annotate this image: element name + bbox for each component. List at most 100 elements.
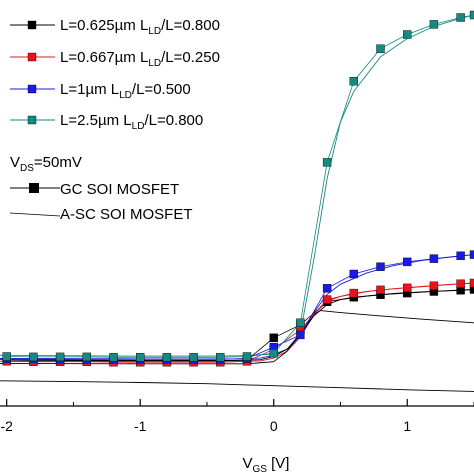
point-s4-16 bbox=[429, 20, 439, 29]
legend-label-part: /L=0.800 bbox=[144, 112, 203, 129]
point-s4-15 bbox=[403, 30, 412, 39]
legend-entry-s4: L=2.5µm LLD/L=0.800 bbox=[10, 112, 203, 132]
legend-marker-s1 bbox=[27, 20, 37, 30]
x-axis-title-sub: GS bbox=[253, 464, 268, 474]
point-s3-14 bbox=[376, 262, 385, 271]
legend-label-s2: L=0.667µm LLD/L=0.250 bbox=[60, 49, 220, 69]
point-s3-18 bbox=[469, 250, 474, 259]
series-s4 bbox=[2, 10, 474, 362]
point-s2-17 bbox=[456, 279, 465, 288]
point-s3-17 bbox=[456, 251, 465, 261]
legend-label-s1: L=0.625µm LLD/L=0.800 bbox=[60, 17, 220, 37]
series-line-s1 bbox=[6, 289, 474, 362]
legend-label-part: µ bbox=[85, 81, 94, 98]
point-s2-15 bbox=[403, 283, 412, 293]
point-s4-3 bbox=[82, 352, 92, 362]
point-s3-15 bbox=[403, 257, 412, 267]
point-s2-16 bbox=[429, 281, 439, 290]
point-s4-1 bbox=[29, 352, 38, 362]
condition-label: VDS=50mV bbox=[10, 154, 82, 174]
curve-r6 bbox=[0, 380, 474, 392]
x-axis: -2 -1 0 1 bbox=[0, 399, 474, 434]
legend-label-part: L=2.5 bbox=[60, 112, 98, 129]
point-s4-8 bbox=[216, 353, 225, 362]
legend-label-s3: L=1µm LLD/L=0.500 bbox=[60, 81, 191, 101]
series-s2 bbox=[2, 278, 474, 367]
legend-label-part: µ bbox=[98, 112, 107, 129]
legend-label-part: m L bbox=[107, 112, 132, 129]
legend-label-sub: LD bbox=[148, 58, 161, 69]
legend-label-part: m L bbox=[123, 49, 148, 66]
legend-label-part: m L bbox=[123, 17, 148, 34]
point-s4-12 bbox=[322, 158, 332, 167]
point-s4-13 bbox=[349, 76, 358, 86]
point-s4-17 bbox=[456, 13, 465, 22]
point-s4-6 bbox=[162, 353, 172, 362]
x-tick-label-2: 0 bbox=[270, 418, 278, 434]
x-axis-title-main: V bbox=[243, 455, 253, 472]
legend-label-sub: LD bbox=[132, 121, 145, 132]
x-tick-label-1: -1 bbox=[134, 418, 147, 434]
legend-marker-s4 bbox=[27, 115, 37, 125]
point-s2-18 bbox=[469, 278, 474, 288]
point-s3-11 bbox=[296, 330, 305, 340]
legend-label-part: L=0.667 bbox=[60, 49, 115, 66]
curve-r4 bbox=[0, 289, 474, 361]
point-s4-4 bbox=[109, 353, 118, 362]
series-s1 bbox=[2, 285, 474, 366]
point-s3-12 bbox=[322, 284, 332, 293]
point-s3-16 bbox=[429, 254, 439, 263]
legend-entry-s2: L=0.667µm LLD/L=0.250 bbox=[10, 49, 220, 69]
point-s4-9 bbox=[242, 352, 252, 361]
point-s4-14 bbox=[376, 44, 385, 53]
point-s4-0 bbox=[2, 352, 11, 361]
condition-sub: DS bbox=[20, 163, 34, 174]
curve-r3 bbox=[0, 282, 474, 363]
legend-marker-s3 bbox=[27, 84, 37, 94]
legend-label-part: m L bbox=[94, 81, 119, 98]
series-s3 bbox=[2, 250, 474, 364]
point-s2-12 bbox=[322, 295, 332, 304]
legend-label-sub: LD bbox=[119, 90, 132, 101]
legend-label-s4: L=2.5µm LLD/L=0.800 bbox=[60, 112, 203, 132]
legend-style-gc: GC SOI MOSFET bbox=[10, 181, 179, 198]
series-group bbox=[0, 10, 474, 392]
point-s3-13 bbox=[349, 269, 358, 279]
series-line-s3 bbox=[6, 254, 474, 360]
x-tick-label-3: 1 bbox=[403, 418, 411, 434]
legend-style-asc-line bbox=[9, 212, 61, 217]
point-s4-2 bbox=[55, 352, 65, 362]
legend-marker-s2 bbox=[27, 52, 37, 62]
point-s2-13 bbox=[349, 288, 358, 298]
legend-style-asc-label: A-SC SOI MOSFET bbox=[60, 206, 193, 223]
condition-main: V bbox=[10, 154, 20, 171]
legend-style-gc-marker bbox=[29, 183, 39, 193]
point-s1-10 bbox=[269, 333, 278, 342]
point-s2-14 bbox=[376, 285, 385, 295]
condition-rest: =50mV bbox=[34, 154, 82, 171]
point-s4-11 bbox=[296, 318, 305, 327]
x-axis-title-unit: [V] bbox=[267, 455, 290, 472]
point-s4-10 bbox=[269, 349, 278, 358]
legend-entry-s3: L=1µm LLD/L=0.500 bbox=[10, 81, 191, 101]
legend-label-part: /L=0.250 bbox=[161, 49, 220, 66]
legend-label-part: µ bbox=[115, 17, 124, 34]
point-s1-18 bbox=[469, 285, 474, 294]
legend-style-gc-label: GC SOI MOSFET bbox=[60, 181, 179, 198]
point-s4-5 bbox=[135, 353, 145, 362]
legend-label-part: L=0.625 bbox=[60, 17, 115, 34]
curve-r2 bbox=[0, 254, 474, 360]
point-s4-7 bbox=[189, 353, 198, 362]
x-axis-title: VGS [V] bbox=[243, 455, 290, 474]
legend-label-part: L=1 bbox=[60, 81, 85, 98]
legend-label-part: µ bbox=[115, 49, 124, 66]
legend-style-asc: A-SC SOI MOSFET bbox=[9, 206, 193, 223]
point-s4-18 bbox=[469, 10, 474, 20]
legend-entry-s1: L=0.625µm LLD/L=0.800 bbox=[10, 17, 220, 37]
legend-label-part: /L=0.500 bbox=[132, 81, 191, 98]
legend-label-part: /L=0.800 bbox=[161, 17, 220, 34]
curve-r1 bbox=[0, 14, 474, 357]
x-tick-label-0: -2 bbox=[0, 418, 13, 434]
